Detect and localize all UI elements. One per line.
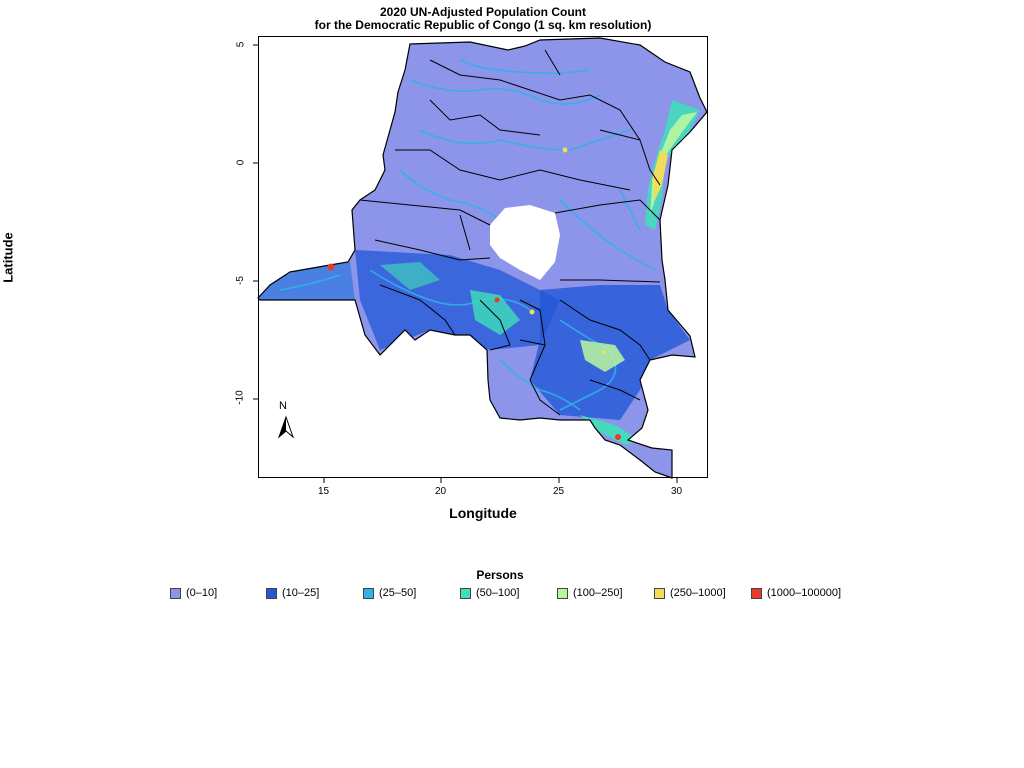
legend-item: (250–1000] — [654, 586, 726, 600]
legend-label: (50–100] — [476, 587, 520, 599]
eastern-hotspot — [652, 150, 668, 200]
y-tick-label: 0 — [235, 159, 247, 166]
lubumbashi-band — [580, 415, 640, 445]
legend-swatch — [363, 587, 374, 599]
legend-swatch — [170, 587, 181, 599]
katanga-band — [580, 340, 625, 372]
y-axis-ticks — [253, 44, 258, 400]
kasai-band — [470, 290, 520, 335]
x-tick-label: 15 — [318, 486, 330, 497]
legend-item: (50–100] — [460, 586, 519, 600]
north-arrow-icon — [277, 415, 295, 439]
x-axis-ticks — [323, 478, 678, 483]
hotspot-lubumbashi — [615, 434, 621, 440]
map-frame — [258, 36, 708, 478]
chart-title: 2020 UN-Adjusted Population Count — [379, 5, 586, 19]
density-region-west-coast — [258, 262, 355, 300]
province-boundaries — [257, 37, 708, 479]
legend-item: (1000–100000] — [751, 586, 841, 600]
y-tick-label: -10 — [234, 390, 246, 405]
legend-label: (100–250] — [573, 587, 623, 599]
legend-swatch — [557, 587, 568, 599]
legend-swatch — [654, 587, 665, 599]
x-tick-label: 25 — [553, 486, 565, 497]
north-arrow-label: N — [279, 400, 287, 412]
x-tick-label: 20 — [435, 486, 447, 497]
legend-swatch — [751, 587, 762, 599]
legend-item: (25–50] — [363, 586, 416, 600]
chart-subtitle: for the Democratic Republic of Congo (1 … — [314, 18, 652, 32]
y-tick-label: -5 — [234, 276, 246, 285]
hotspot-mbujimayi — [529, 309, 535, 315]
legend-item: (0–10] — [170, 586, 217, 600]
river-networks — [279, 59, 656, 411]
legend-title: Persons — [476, 568, 524, 582]
legend-label: (250–1000] — [670, 587, 726, 599]
hotspot-kinshasa — [327, 263, 335, 271]
legend-label: (25–50] — [379, 587, 417, 599]
no-data-area — [490, 205, 560, 280]
legend-item: (100–250] — [557, 586, 623, 600]
legend-item: (10–25] — [266, 586, 319, 600]
hotspot-kisangani — [562, 147, 568, 153]
eastern-dense-band — [645, 100, 700, 230]
y-tick-label: 5 — [235, 41, 247, 48]
legend-label: (0–10] — [186, 587, 218, 599]
hotspot-kananga — [494, 297, 500, 303]
x-axis-label: Longitude — [449, 505, 517, 521]
legend-label: (1000–100000] — [767, 587, 842, 599]
western-band — [380, 262, 440, 290]
hotspot-kalemie — [602, 350, 606, 354]
legend-swatch — [266, 587, 277, 599]
legend-label: (10–25] — [282, 587, 320, 599]
x-tick-label: 30 — [671, 486, 683, 497]
legend-swatch — [460, 587, 471, 599]
